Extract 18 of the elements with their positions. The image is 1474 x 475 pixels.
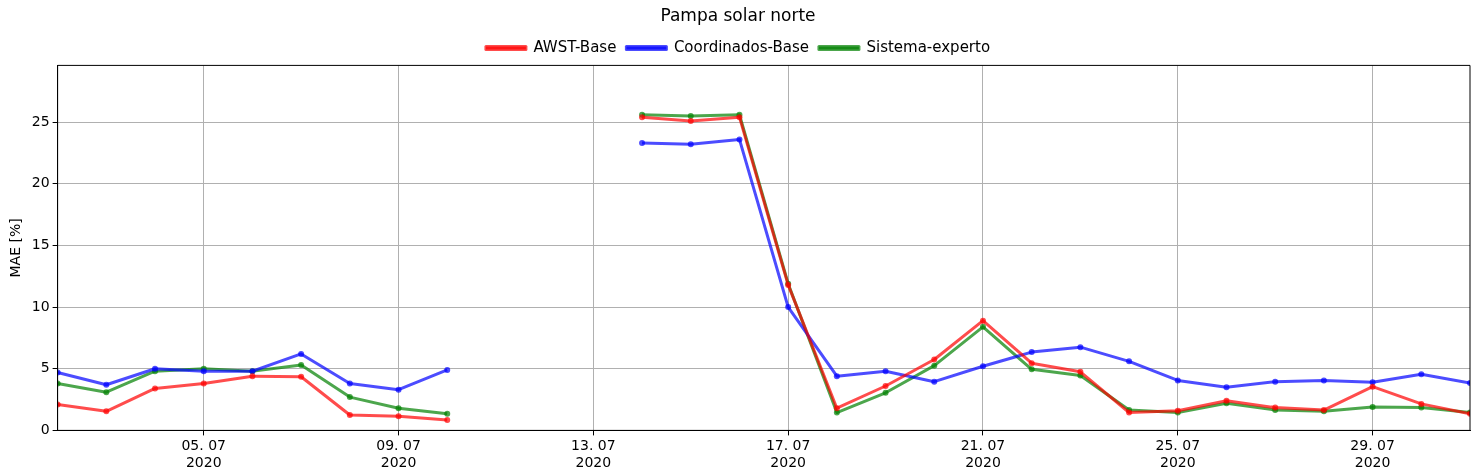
x-tick-label: 17. 07 2020 — [765, 437, 811, 471]
y-tick-label: 0 — [40, 421, 50, 438]
y-tick-label: 20 — [31, 174, 50, 191]
legend-label: Coordinados-Base — [673, 37, 809, 56]
x-tick-label: 21. 07 2020 — [960, 437, 1006, 471]
chart-title: Pampa solar norte — [660, 4, 816, 25]
y-tick-label: 15 — [31, 236, 50, 253]
y-tick-label: 10 — [31, 297, 50, 314]
x-tick-label: 25. 07 2020 — [1155, 437, 1201, 471]
x-tick-label: 29. 07 2020 — [1350, 437, 1395, 471]
y-tick-label: 5 — [40, 359, 50, 376]
x-tick-label: 05. 07 2020 — [181, 437, 226, 471]
x-tick-label: 13. 07 2020 — [571, 437, 616, 471]
y-tick-label: 25 — [31, 112, 50, 129]
y-axis-title: MAE [%] — [7, 218, 24, 278]
legend-label: Sistema-experto — [866, 37, 991, 56]
x-tick-label: 09. 07 2020 — [376, 437, 421, 471]
legend-label: AWST-Base — [533, 37, 617, 56]
